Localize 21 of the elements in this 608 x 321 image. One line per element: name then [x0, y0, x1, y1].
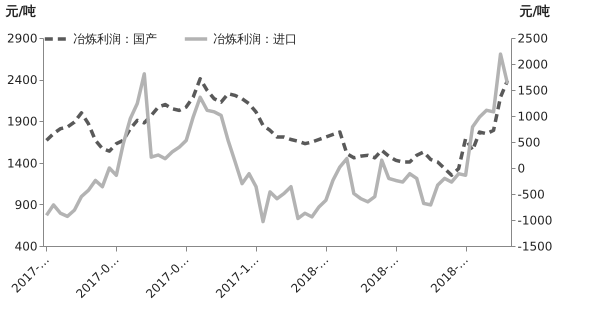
y2-tick-label: 1500: [518, 84, 548, 98]
line-series: [44, 52, 510, 224]
y2-tick-label: -1500: [518, 240, 552, 254]
y-tick-label: 2900: [6, 32, 38, 46]
legend-label: 冶炼利润：国产: [73, 32, 157, 46]
y-tick-label: 400: [14, 240, 38, 254]
line-series: [44, 77, 510, 178]
y-tick-label: 2400: [6, 73, 38, 88]
y2-tick-label: 2000: [518, 58, 548, 72]
y2-tick-label: 1000: [518, 110, 548, 124]
y-tick-label: 1900: [6, 114, 38, 129]
y2-tick-label: -1000: [518, 214, 552, 228]
y-tick-label: 900: [14, 198, 38, 212]
y2-tick-label: 2500: [518, 32, 548, 46]
y2-axis-title: 元/吨: [518, 4, 550, 20]
y2-tick-label: 0: [518, 162, 526, 176]
y2-tick-label: 500: [518, 136, 540, 150]
y-axis-title: 元/吨: [4, 4, 36, 20]
y2-tick-label: -500: [518, 188, 545, 202]
legend-label: 冶炼利润：进口: [213, 32, 297, 46]
y-tick-label: 1400: [6, 156, 38, 170]
